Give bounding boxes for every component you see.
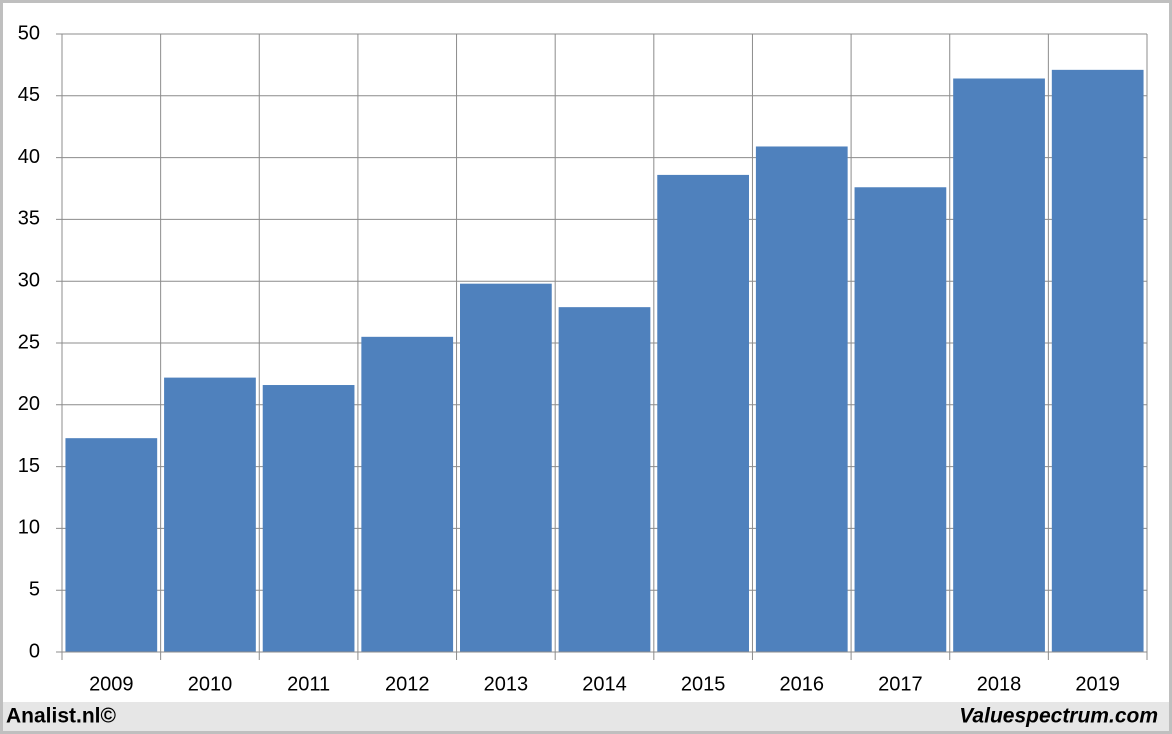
bar <box>361 336 454 652</box>
y-tick-label: 45 <box>18 84 40 106</box>
x-tick-label: 2015 <box>681 673 726 695</box>
bar <box>1051 69 1144 653</box>
y-tick-label: 10 <box>18 517 40 539</box>
footer-band <box>3 702 1169 731</box>
y-tick-label: 25 <box>18 331 40 353</box>
x-tick-label: 2012 <box>385 673 430 695</box>
footer-right: Valuespectrum.com <box>959 705 1158 728</box>
x-tick-label: 2016 <box>780 673 825 695</box>
y-tick-label: 30 <box>18 269 40 291</box>
x-tick-label: 2017 <box>878 673 923 695</box>
y-tick-label: 15 <box>18 455 40 477</box>
x-tick-label: 2019 <box>1075 673 1120 695</box>
x-tick-label: 2010 <box>188 673 233 695</box>
footer-left: Analist.nl© <box>6 705 117 728</box>
y-tick-label: 40 <box>18 146 40 168</box>
y-tick-label: 35 <box>18 208 40 230</box>
x-tick-label: 2013 <box>484 673 529 695</box>
y-tick-label: 0 <box>29 640 40 662</box>
y-tick-label: 20 <box>18 393 40 415</box>
bar <box>755 146 848 652</box>
bar <box>459 283 552 652</box>
x-tick-label: 2018 <box>977 673 1022 695</box>
bar <box>262 385 355 652</box>
x-tick-label: 2014 <box>582 673 627 695</box>
x-tick-label: 2009 <box>89 673 134 695</box>
bar <box>164 377 256 652</box>
x-tick-label: 2011 <box>287 673 330 695</box>
bar <box>854 187 947 652</box>
bar <box>65 438 158 652</box>
bar <box>953 78 1045 653</box>
bar <box>657 174 750 653</box>
y-tick-label: 50 <box>18 22 40 44</box>
bar <box>558 307 651 652</box>
y-tick-label: 5 <box>29 578 40 600</box>
